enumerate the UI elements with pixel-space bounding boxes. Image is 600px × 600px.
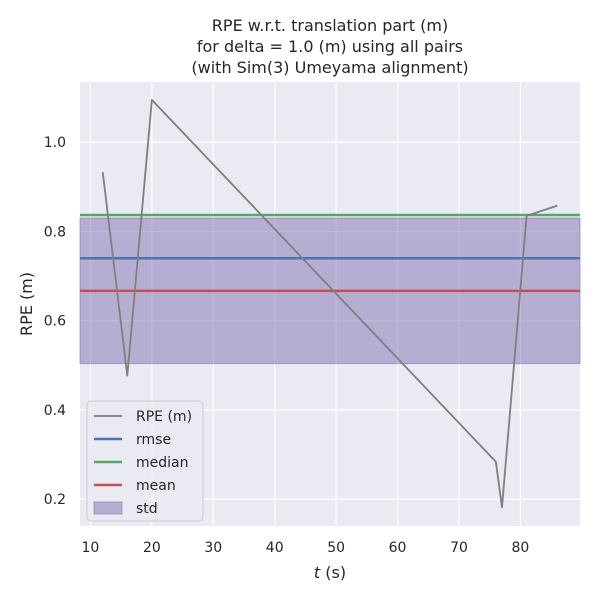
y-tick-label: 0.2 — [44, 492, 66, 508]
x-axis-label-unit: (s) — [320, 563, 346, 582]
chart-title: RPE w.r.t. translation part (m) for delt… — [191, 16, 468, 77]
legend-swatch-std — [93, 501, 123, 515]
title-line-2: for delta = 1.0 (m) using all pairs — [197, 37, 463, 56]
title-line-3: (with Sim(3) Umeyama alignment) — [191, 58, 468, 77]
x-tick-label: 80 — [512, 540, 530, 556]
legend-label: RPE (m) — [136, 409, 192, 425]
x-tick-label: 50 — [327, 540, 345, 556]
x-axis-label-var: t — [314, 563, 321, 582]
x-tick-label: 70 — [450, 540, 468, 556]
y-tick-labels: 0.2 0.4 0.6 0.8 1.0 — [44, 135, 66, 508]
legend-label: std — [136, 501, 158, 517]
y-tick-label: 0.8 — [44, 224, 66, 240]
y-axis-label: RPE (m) — [17, 272, 36, 336]
x-tick-label: 20 — [143, 540, 161, 556]
y-tick-label: 0.6 — [44, 314, 66, 330]
x-tick-label: 10 — [82, 540, 100, 556]
title-line-1: RPE w.r.t. translation part (m) — [212, 16, 448, 35]
legend-label: mean — [136, 478, 176, 494]
y-tick-label: 1.0 — [44, 135, 66, 151]
x-tick-label: 40 — [266, 540, 284, 556]
legend-frame — [86, 400, 204, 522]
legend-label: rmse — [136, 432, 171, 448]
x-tick-label: 30 — [204, 540, 222, 556]
x-tick-label: 60 — [389, 540, 407, 556]
rpe-series-line — [101, 98, 558, 509]
y-tick-label: 0.4 — [44, 403, 66, 419]
series-group — [101, 98, 558, 509]
legend: RPE (m) rmse median mean std — [86, 400, 204, 522]
stat-lines-group — [80, 213, 580, 293]
x-axis-label: t (s) — [314, 563, 346, 582]
x-tick-labels: 10 20 30 40 50 60 70 80 — [82, 540, 530, 556]
legend-label: median — [136, 455, 188, 471]
